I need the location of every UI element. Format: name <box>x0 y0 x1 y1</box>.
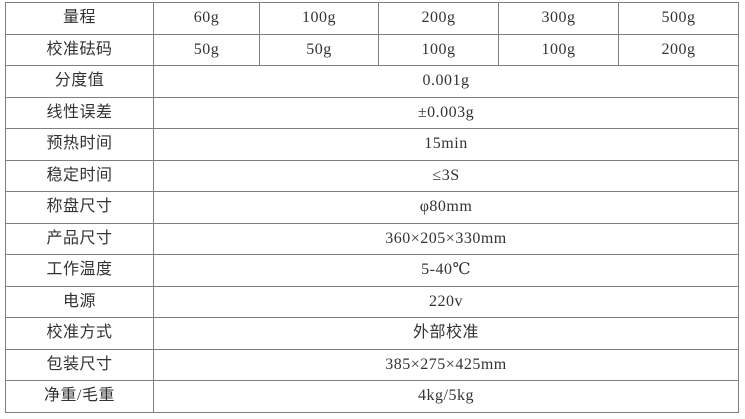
row-value: ≤3S <box>153 159 739 193</box>
row-value: 385×275×425mm <box>153 348 739 382</box>
row-value: ±0.003g <box>153 96 739 130</box>
row-label: 产品尺寸 <box>5 222 154 256</box>
row-label: 稳定时间 <box>5 159 154 193</box>
spec-table: 量程 60g 100g 200g 300g 500g 校准砝码 50g 50g … <box>5 2 739 413</box>
table-row-net-gross-weight: 净重/毛重 4kg/5kg <box>5 380 739 413</box>
row-label: 电源 <box>5 285 154 319</box>
table-row-range: 量程 60g 100g 200g 300g 500g <box>5 2 739 35</box>
table-row-warmup-time: 预热时间 15min <box>5 128 739 161</box>
range-value-cell: 100g <box>259 2 379 35</box>
row-value: 5-40℃ <box>153 254 739 287</box>
calibration-weight-cell: 50g <box>153 33 260 67</box>
row-value: φ80mm <box>153 191 739 224</box>
row-label: 预热时间 <box>5 128 154 161</box>
row-label: 分度值 <box>5 65 154 98</box>
row-value: 15min <box>153 128 739 161</box>
table-row-division-value: 分度值 0.001g <box>5 65 739 98</box>
calibration-weight-cell: 100g <box>378 33 499 67</box>
row-label: 校准砝码 <box>5 33 154 67</box>
row-label: 线性误差 <box>5 96 154 130</box>
table-row-pan-size: 称盘尺寸 φ80mm <box>5 191 739 224</box>
table-row-packing-size: 包装尺寸 385×275×425mm <box>5 348 739 382</box>
calibration-weight-cell: 200g <box>618 33 739 67</box>
row-label: 校准方式 <box>5 317 154 350</box>
row-value: 4kg/5kg <box>153 380 739 413</box>
range-value-cell: 60g <box>153 2 260 35</box>
calibration-weight-cell: 100g <box>498 33 619 67</box>
calibration-weight-cell: 50g <box>259 33 379 67</box>
row-label: 包装尺寸 <box>5 348 154 382</box>
range-value-cell: 300g <box>498 2 619 35</box>
row-value: 外部校准 <box>153 317 739 350</box>
row-label: 量程 <box>5 2 154 35</box>
table-row-product-size: 产品尺寸 360×205×330mm <box>5 222 739 256</box>
row-label: 称盘尺寸 <box>5 191 154 224</box>
table-row-working-temperature: 工作温度 5-40℃ <box>5 254 739 287</box>
row-value: 0.001g <box>153 65 739 98</box>
table-row-calibration-weight: 校准砝码 50g 50g 100g 100g 200g <box>5 33 739 67</box>
table-row-stabilization-time: 稳定时间 ≤3S <box>5 159 739 193</box>
row-label: 净重/毛重 <box>5 380 154 413</box>
spec-table-body: 量程 60g 100g 200g 300g 500g 校准砝码 50g 50g … <box>5 2 739 413</box>
range-value-cell: 500g <box>618 2 739 35</box>
row-value: 220v <box>153 285 739 319</box>
table-row-power-supply: 电源 220v <box>5 285 739 319</box>
row-label: 工作温度 <box>5 254 154 287</box>
table-row-linearity-error: 线性误差 ±0.003g <box>5 96 739 130</box>
table-row-calibration-method: 校准方式 外部校准 <box>5 317 739 350</box>
row-value: 360×205×330mm <box>153 222 739 256</box>
range-value-cell: 200g <box>378 2 499 35</box>
